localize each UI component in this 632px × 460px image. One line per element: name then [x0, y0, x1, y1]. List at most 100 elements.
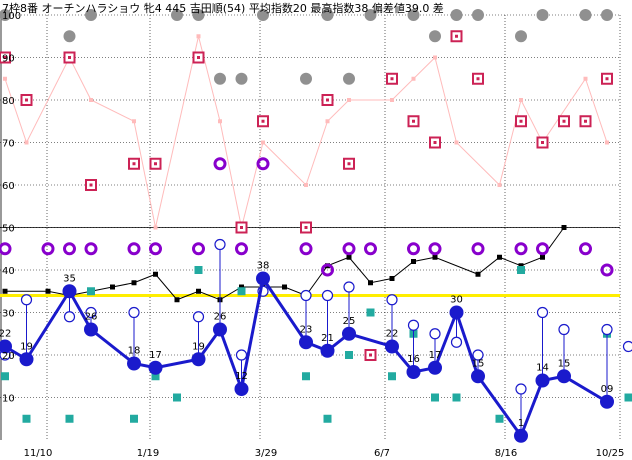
data-label: 22 — [386, 329, 399, 340]
blue-circle — [235, 349, 248, 361]
y-tick-label: 50 — [2, 224, 15, 235]
pink-point — [411, 76, 416, 81]
pink-point — [153, 225, 158, 230]
purple-series — [0, 157, 614, 277]
purple-circle — [299, 242, 313, 256]
black-series — [2, 225, 567, 303]
main-point — [342, 326, 356, 341]
y-tick-label: 70 — [2, 139, 15, 150]
data-label: 35 — [63, 273, 76, 284]
x-tick-label: 8/16 — [495, 448, 517, 459]
data-label: 15 — [558, 358, 571, 369]
blue-circle — [407, 319, 420, 331]
blue-circle — [558, 323, 570, 336]
gray-dot — [235, 72, 248, 85]
teal-square — [1, 372, 9, 381]
purple-circle — [342, 242, 356, 256]
main-point — [406, 365, 421, 379]
blue-circle — [192, 311, 205, 323]
blue-circle — [63, 311, 76, 323]
gray-dot — [300, 72, 312, 85]
y-tick-label: 100 — [2, 11, 21, 22]
blue-circle — [214, 238, 226, 251]
black-point — [239, 284, 244, 290]
data-label: 1 — [518, 418, 524, 429]
pink-point — [132, 119, 136, 124]
y-tick-label: 40 — [2, 266, 15, 277]
black-point — [432, 254, 438, 260]
pink-point — [24, 140, 29, 145]
y-tick-label: 20 — [2, 351, 15, 362]
red-square-center — [390, 77, 394, 81]
gray-dot — [601, 9, 613, 21]
purple-circle — [579, 242, 592, 256]
teal-square — [345, 351, 353, 359]
data-label: 16 — [407, 354, 420, 365]
gray-dot — [214, 72, 226, 85]
red-square-center — [584, 119, 587, 123]
black-point — [282, 284, 287, 290]
y-tick-label: 30 — [2, 309, 15, 320]
data-label: 38 — [257, 261, 270, 272]
data-label: 22 — [0, 329, 11, 340]
tick-labels: 10 20 30 40 50 60 70 80 90 100 11/10 1/19 3/29 6/7 8/1… — [2, 11, 624, 459]
blue-circle — [450, 336, 463, 348]
teal-square — [366, 308, 375, 317]
purple-circle — [235, 242, 248, 256]
teal-square — [87, 287, 95, 296]
red-square-center — [369, 353, 372, 357]
black-point — [346, 254, 352, 260]
purple-circle — [213, 157, 227, 171]
teal-square — [517, 266, 525, 274]
pink-point — [196, 34, 201, 39]
black-point — [153, 271, 158, 277]
red-square-center — [412, 119, 415, 123]
teal-square — [237, 287, 246, 296]
pink-point — [3, 76, 7, 81]
pink-point — [304, 183, 308, 187]
blue-circle — [515, 383, 527, 395]
teal-square — [388, 372, 396, 381]
blue-circle — [536, 306, 549, 319]
red-square-center — [562, 119, 566, 123]
teal-square — [151, 372, 160, 381]
main-point — [535, 373, 550, 388]
y-tick-label: 80 — [2, 96, 15, 107]
teal-square — [624, 393, 632, 402]
data-label: 17 — [149, 350, 162, 361]
black-line — [5, 227, 565, 301]
chart-title: 7枠8番 オーチンハラショウ 牝4 445 吉田順(54) 平均指数20 最高指… — [2, 1, 444, 15]
y-tick-label: 60 — [2, 181, 15, 192]
black-point — [110, 284, 115, 290]
black-point — [45, 288, 51, 294]
gray-dot — [85, 9, 97, 21]
red-square-center — [3, 56, 7, 59]
main-point — [213, 322, 227, 337]
black-point — [497, 254, 502, 260]
x-tick-label: 6/7 — [374, 448, 390, 459]
main-point — [0, 339, 12, 354]
purple-circle — [84, 242, 98, 256]
data-label: 09 — [601, 384, 614, 395]
pink-point — [454, 140, 459, 145]
red-square-center — [89, 183, 93, 187]
teal-square — [495, 414, 504, 423]
data-label: 19 — [192, 341, 205, 352]
data-label: 25 — [343, 316, 356, 327]
red-square-center — [25, 98, 28, 102]
teal-square — [173, 393, 181, 402]
data-label: 17 — [429, 350, 442, 361]
purple-circle — [428, 242, 442, 256]
main-point — [320, 343, 335, 358]
main-point — [62, 284, 77, 299]
teal-square — [130, 414, 138, 423]
red-series — [0, 30, 613, 361]
red-square-center — [605, 77, 609, 81]
data-label: 18 — [128, 346, 141, 357]
blue-circle — [321, 289, 334, 302]
main-point — [84, 322, 98, 337]
blue-circle — [472, 349, 484, 361]
main-point — [557, 369, 571, 384]
gray-dot — [257, 9, 269, 21]
